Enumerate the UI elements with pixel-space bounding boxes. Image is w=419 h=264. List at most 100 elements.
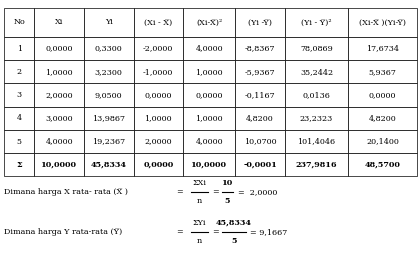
Bar xyxy=(235,153,285,176)
Bar xyxy=(34,60,84,83)
Bar xyxy=(4,37,34,60)
Bar xyxy=(183,130,235,153)
Text: 45,8334: 45,8334 xyxy=(91,161,127,169)
Bar xyxy=(34,37,84,60)
Text: 78,0869: 78,0869 xyxy=(300,45,333,53)
Text: 3,0000: 3,0000 xyxy=(45,114,73,122)
Bar xyxy=(84,83,134,107)
Text: 0,3300: 0,3300 xyxy=(95,45,123,53)
Bar xyxy=(183,153,235,176)
Text: 237,9816: 237,9816 xyxy=(296,161,337,169)
Text: 4,8200: 4,8200 xyxy=(369,114,396,122)
Text: 10: 10 xyxy=(222,180,233,187)
Bar xyxy=(285,83,348,107)
Bar xyxy=(183,83,235,107)
Bar xyxy=(183,60,235,83)
Bar xyxy=(134,107,183,130)
Text: 20,1400: 20,1400 xyxy=(366,138,399,145)
Text: 4: 4 xyxy=(17,114,22,122)
Bar xyxy=(134,8,183,37)
Text: =: = xyxy=(176,228,183,236)
Bar xyxy=(84,60,134,83)
Bar xyxy=(4,107,34,130)
Text: 5: 5 xyxy=(225,197,230,205)
Text: n: n xyxy=(197,237,202,244)
Text: =  2,0000: = 2,0000 xyxy=(238,188,277,196)
Bar xyxy=(348,107,417,130)
Bar xyxy=(348,8,417,37)
Bar xyxy=(134,37,183,60)
Bar xyxy=(84,153,134,176)
Bar xyxy=(34,153,84,176)
Text: 4,0000: 4,0000 xyxy=(195,138,223,145)
Text: 0,0000: 0,0000 xyxy=(143,161,173,169)
Text: 0,0000: 0,0000 xyxy=(145,91,172,99)
Bar xyxy=(235,8,285,37)
Bar xyxy=(285,153,348,176)
Bar xyxy=(348,37,417,60)
Text: (Xi-X̅ )(Yi-Y̅): (Xi-X̅ )(Yi-Y̅) xyxy=(359,18,406,26)
Bar xyxy=(84,107,134,130)
Text: ΣΧi: ΣΧi xyxy=(192,180,207,187)
Text: 101,4046: 101,4046 xyxy=(297,138,336,145)
Bar xyxy=(34,107,84,130)
Bar xyxy=(235,130,285,153)
Text: n: n xyxy=(197,197,202,205)
Bar xyxy=(285,37,348,60)
Bar xyxy=(348,153,417,176)
Text: -2,0000: -2,0000 xyxy=(143,45,173,53)
Bar xyxy=(348,130,417,153)
Bar xyxy=(34,8,84,37)
Bar xyxy=(183,8,235,37)
Text: 1,0000: 1,0000 xyxy=(145,114,172,122)
Text: -0,0001: -0,0001 xyxy=(243,161,277,169)
Bar xyxy=(4,83,34,107)
Text: 0,0136: 0,0136 xyxy=(303,91,331,99)
Text: 5: 5 xyxy=(17,138,22,145)
Bar xyxy=(84,37,134,60)
Text: Dimana harga X rata- rata (X̅ ): Dimana harga X rata- rata (X̅ ) xyxy=(4,188,128,196)
Text: Dimana harga Y rata-rata (Y̅): Dimana harga Y rata-rata (Y̅) xyxy=(4,228,122,236)
Text: 2,0000: 2,0000 xyxy=(45,91,73,99)
Bar xyxy=(134,83,183,107)
Text: 10,0000: 10,0000 xyxy=(191,161,227,169)
Text: 35,2442: 35,2442 xyxy=(300,68,333,76)
Text: 4,8200: 4,8200 xyxy=(246,114,274,122)
Text: 10,0700: 10,0700 xyxy=(244,138,277,145)
Bar xyxy=(285,60,348,83)
Bar xyxy=(134,153,183,176)
Text: ΣYi: ΣYi xyxy=(193,219,206,227)
Text: 1,0000: 1,0000 xyxy=(195,68,223,76)
Text: (Yi - Y̅)²: (Yi - Y̅)² xyxy=(301,18,332,26)
Bar xyxy=(183,37,235,60)
Bar xyxy=(183,107,235,130)
Text: 4,0000: 4,0000 xyxy=(45,138,73,145)
Text: 3,2300: 3,2300 xyxy=(95,68,123,76)
Bar xyxy=(285,107,348,130)
Text: 23,2323: 23,2323 xyxy=(300,114,333,122)
Text: -5,9367: -5,9367 xyxy=(245,68,275,76)
Text: 1,0000: 1,0000 xyxy=(45,68,73,76)
Text: 0,0000: 0,0000 xyxy=(46,45,73,53)
Bar xyxy=(235,107,285,130)
Bar xyxy=(34,83,84,107)
Text: 5,9367: 5,9367 xyxy=(369,68,396,76)
Text: 19,2367: 19,2367 xyxy=(92,138,125,145)
Text: (Xi - X̅): (Xi - X̅) xyxy=(144,18,172,26)
Bar xyxy=(348,83,417,107)
Text: (Yi -Y̅): (Yi -Y̅) xyxy=(248,18,272,26)
Text: Σ: Σ xyxy=(16,161,22,169)
Text: = 9,1667: = 9,1667 xyxy=(250,228,287,236)
Text: (Xi-X̅)²: (Xi-X̅)² xyxy=(196,18,222,26)
Text: No: No xyxy=(13,18,25,26)
Bar xyxy=(134,60,183,83)
Text: 2: 2 xyxy=(17,68,22,76)
Bar xyxy=(235,60,285,83)
Bar xyxy=(235,37,285,60)
Bar xyxy=(84,130,134,153)
Text: -1,0000: -1,0000 xyxy=(143,68,173,76)
Bar xyxy=(285,8,348,37)
Bar xyxy=(4,8,34,37)
Bar xyxy=(34,130,84,153)
Bar xyxy=(348,60,417,83)
